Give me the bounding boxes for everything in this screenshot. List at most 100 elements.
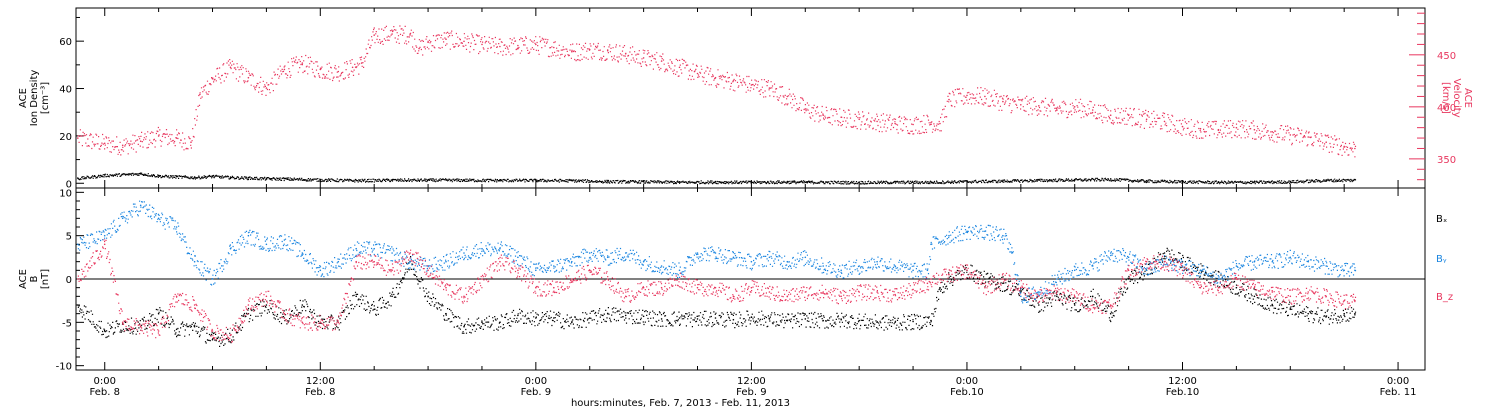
field-series-2-point — [373, 260, 376, 263]
field-series-0-point — [984, 278, 986, 280]
velocity-series-point — [840, 116, 842, 118]
velocity-series-point — [283, 68, 286, 71]
field-series-2-point — [840, 295, 842, 298]
density-series-point — [193, 176, 196, 178]
field-series-0-point — [427, 295, 429, 298]
date-tick-label: Feb.10 — [950, 387, 984, 398]
field-series-1-point — [409, 260, 411, 263]
field-series-1-point — [678, 269, 681, 272]
velocity-series-point — [535, 43, 537, 46]
velocity-series-point — [351, 66, 354, 69]
field-series-1-point — [1271, 260, 1274, 263]
field-series-2-point — [984, 286, 986, 289]
velocity-series-point — [418, 47, 420, 50]
density-series-markers — [77, 172, 1357, 185]
field-series-1-point — [732, 256, 735, 259]
field-series-0-point — [750, 316, 753, 318]
velocity-series-point — [499, 45, 501, 48]
field-series-1-point — [624, 252, 627, 254]
field-axis-label-line: ACE — [18, 269, 29, 289]
density-series-point — [1109, 178, 1112, 180]
field-series-2-point — [1163, 260, 1166, 263]
field-series-2-point — [804, 291, 807, 293]
field-series-0-point — [265, 304, 268, 306]
field-series-2-point — [660, 286, 663, 289]
field-series-0-point — [1253, 295, 1256, 298]
density-series-point — [229, 176, 232, 178]
velocity-series-point — [1217, 128, 1220, 131]
field-series-2-point — [121, 321, 124, 324]
field-tick-label: 5 — [66, 232, 72, 243]
field-series-1-point — [121, 217, 124, 220]
field-series-0-point — [642, 315, 645, 318]
field-series-2-point — [696, 286, 699, 289]
velocity-series-point — [696, 72, 699, 75]
field-series-1-point — [1109, 252, 1112, 254]
field-series-1-point — [606, 256, 609, 259]
field-tick-label: 10 — [59, 188, 72, 199]
field-series-2-point — [535, 286, 537, 289]
density-series-point — [894, 181, 896, 183]
field-series-1-point — [714, 252, 717, 254]
field-series-1-point — [786, 260, 789, 263]
field-series-1-point — [1217, 278, 1220, 280]
velocity-series-point — [642, 57, 645, 59]
density-series-point — [714, 180, 717, 183]
velocity-series-point — [1073, 106, 1076, 108]
field-series-1-point — [77, 243, 79, 246]
field-series-2-point — [1145, 260, 1148, 263]
field-tick-label: 0 — [66, 275, 72, 286]
field-series-2-point — [1217, 286, 1220, 289]
velocity-series-point — [1181, 125, 1184, 128]
velocity-series-point — [1038, 105, 1040, 107]
field-series-2-point — [678, 278, 681, 280]
field-series-1-point — [1056, 278, 1058, 280]
field-series-2-point — [103, 243, 106, 246]
field-series-1-point — [1091, 265, 1094, 267]
field-series-1-point — [1038, 291, 1040, 293]
field-series-2-point — [588, 269, 591, 272]
field-series-1-point — [930, 243, 932, 246]
field-series-2-point — [1181, 269, 1184, 272]
field-series-2-point — [355, 260, 358, 263]
velocity-series-point — [678, 66, 681, 69]
field-series-1-point — [157, 217, 160, 220]
date-tick-label: Feb.10 — [1166, 387, 1200, 398]
field-series-0-point — [696, 318, 699, 320]
velocity-series-point — [1343, 145, 1345, 148]
velocity-series-point — [1127, 114, 1130, 116]
field-series-2-point — [1325, 295, 1327, 298]
velocity-series-point — [265, 87, 268, 89]
density-series-point — [77, 177, 79, 179]
field-series-2-point — [229, 334, 232, 337]
density-series-point — [930, 181, 932, 183]
field-series-2-point — [337, 321, 340, 324]
field-series-1-point — [517, 256, 519, 259]
field-series-2-point — [157, 330, 160, 332]
velocity-series-point — [360, 62, 363, 64]
field-series-0-point — [732, 318, 735, 321]
field-series-0-point — [463, 325, 465, 328]
field-series-1-point — [894, 265, 896, 267]
field-series-0-point — [481, 321, 483, 324]
field-series-0-point — [1109, 312, 1112, 315]
velocity-axis-label-line: Velocity — [1451, 78, 1462, 117]
field-series-1-point — [535, 269, 537, 272]
field-series-1-point — [822, 265, 824, 267]
field-series-2-point — [858, 291, 860, 293]
velocity-series-point — [714, 76, 717, 79]
velocity-series-point — [445, 38, 447, 40]
field-series-2-point — [283, 312, 286, 315]
velocity-series-point — [190, 141, 192, 143]
field-series-2-point — [1091, 304, 1094, 306]
velocity-series-point — [319, 68, 322, 71]
field-series-0-point — [786, 319, 789, 322]
field-series-1-point — [1145, 269, 1148, 272]
field-series-2-point — [750, 286, 753, 289]
field-series-1-point — [1343, 269, 1345, 272]
density-axis-label-line: ACE — [18, 88, 29, 108]
field-series-1-point — [1199, 269, 1202, 272]
velocity-series-point — [481, 43, 483, 46]
density-axis-label-line: Ion Density — [29, 70, 40, 127]
velocity-series-point — [1163, 120, 1166, 123]
